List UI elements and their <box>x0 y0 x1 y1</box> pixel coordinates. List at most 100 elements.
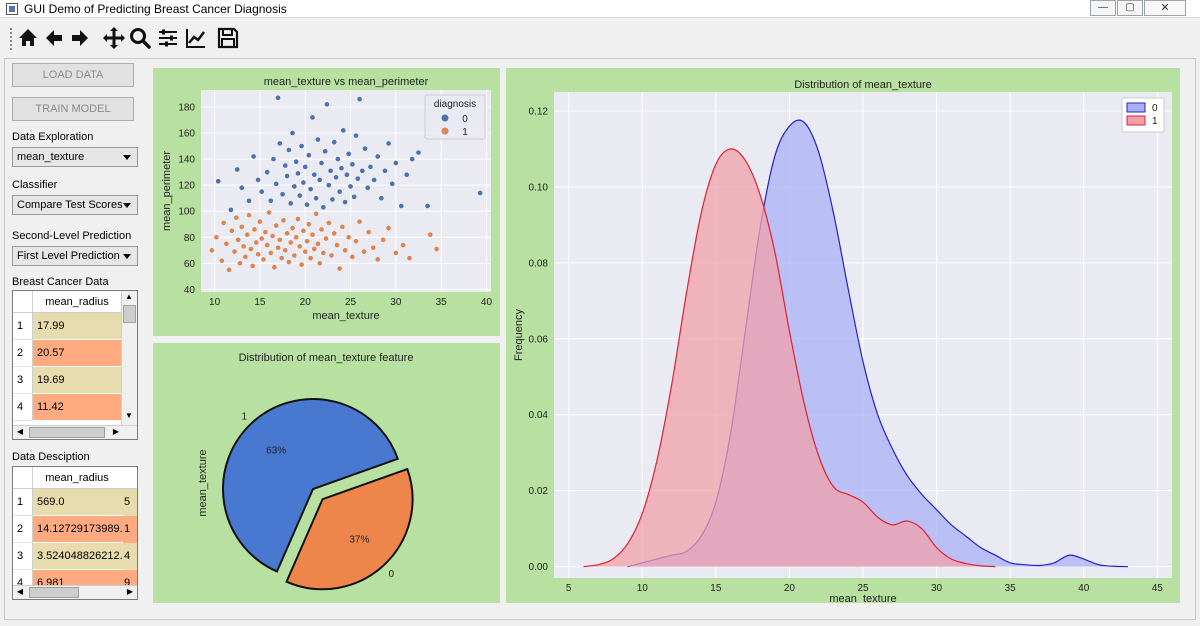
zoom-icon <box>130 28 151 49</box>
scatter-point-class-0 <box>424 203 431 209</box>
train-model-button[interactable]: TRAIN MODEL <box>12 97 134 121</box>
table-cell[interactable]: 569.0 <box>33 489 123 516</box>
table-cell[interactable]: 3.524048826212... <box>33 543 123 570</box>
table-row[interactable]: 1 569.0 5 <box>13 489 137 516</box>
data-exploration-select[interactable]: mean_texture <box>12 147 138 167</box>
scroll-left-icon[interactable]: ◀ <box>16 587 24 596</box>
legend-label: 0 <box>462 114 468 125</box>
scrollbar-thumb[interactable] <box>123 305 136 323</box>
table-corner[interactable] <box>13 291 33 313</box>
legend-label: 0 <box>1152 103 1158 114</box>
kde-panel: 5 10 15 20 25 30 35 40 45 0.00 0.02 0.04 0.06 0.08 0.1… <box>506 68 1180 603</box>
row-index: 1 <box>13 313 33 340</box>
zoom-button[interactable] <box>128 26 152 50</box>
breast-cancer-data-table[interactable]: mean_radius 1 17.99 2 20.57 3 19.69 4 11… <box>12 290 138 440</box>
scatter-point-class-0 <box>409 156 416 162</box>
column-header[interactable]: mean_radius <box>45 296 109 308</box>
x-tick-label: 15 <box>254 297 266 308</box>
x-tick-label: 35 <box>1005 583 1017 594</box>
vertical-scrollbar[interactable]: ▲ ▼ <box>121 291 137 425</box>
back-button[interactable] <box>42 26 66 50</box>
close-button[interactable]: ✕ <box>1144 0 1186 16</box>
scrollbar-thumb[interactable] <box>29 427 105 438</box>
y-tick-label: 0.10 <box>529 182 549 193</box>
table-row[interactable]: 3 19.69 <box>13 367 123 394</box>
table-cell[interactable]: 4 <box>123 543 137 570</box>
maximize-button[interactable]: ▢ <box>1117 0 1143 16</box>
scatter-point-class-0 <box>345 151 352 157</box>
scatter-point-class-1 <box>228 227 235 234</box>
table-cell[interactable]: 17.99 <box>33 313 123 340</box>
save-button[interactable] <box>216 26 240 50</box>
scatter-point-class-1 <box>316 260 323 267</box>
scatter-point-class-0 <box>477 190 483 196</box>
y-tick-label: 0.02 <box>529 486 549 497</box>
table-corner[interactable] <box>13 467 33 489</box>
minimize-button[interactable]: — <box>1090 0 1116 16</box>
row-index: 3 <box>13 543 33 570</box>
scatter-point-class-0 <box>367 164 374 170</box>
scatter-point-class-0 <box>371 177 377 183</box>
scatter-point-class-0 <box>302 164 309 170</box>
scroll-right-icon[interactable]: ▶ <box>112 427 120 436</box>
scatter-point-class-1 <box>209 247 215 254</box>
legend-swatch <box>1126 115 1146 126</box>
scatter-point-class-1 <box>336 265 343 272</box>
x-tick-label: 40 <box>1078 583 1090 594</box>
scatter-point-class-1 <box>233 214 240 221</box>
scroll-right-icon[interactable]: ▶ <box>126 587 134 596</box>
scatter-point-class-1 <box>266 209 272 216</box>
table-header: mean_radius <box>13 291 137 313</box>
second-level-prediction-select[interactable]: First Level Prediction <box>12 246 138 266</box>
column-header[interactable]: mean_radius <box>45 472 109 484</box>
home-icon <box>19 29 37 46</box>
configure-subplots-button[interactable] <box>156 26 180 50</box>
scroll-down-icon[interactable]: ▼ <box>125 411 133 420</box>
toolbar-grip[interactable] <box>10 28 13 50</box>
table-cell[interactable]: 14.12729173989... <box>33 516 123 543</box>
scrollbar-thumb[interactable] <box>29 587 79 598</box>
data-description-label: Data Desciption <box>12 451 90 463</box>
scatter-point-class-0 <box>351 194 358 200</box>
pan-button[interactable] <box>102 26 126 50</box>
load-data-button[interactable]: LOAD DATA <box>12 63 134 87</box>
scroll-left-icon[interactable]: ◀ <box>16 427 24 436</box>
scatter-point-class-1 <box>286 259 292 265</box>
data-description-table[interactable]: mean_radius 1 569.0 5 2 14.12729173989..… <box>12 466 138 600</box>
scatter-point-class-0 <box>300 179 307 186</box>
table-cell[interactable]: 19.69 <box>33 367 123 394</box>
scatter-chart[interactable]: 10 15 20 25 30 35 40406080100120140160180mean_… <box>153 68 500 336</box>
scatter-point-class-1 <box>300 227 307 234</box>
row-index: 2 <box>13 340 33 367</box>
scroll-up-icon[interactable]: ▲ <box>125 292 133 301</box>
kde-chart[interactable]: 5 10 15 20 25 30 35 40 450.000.020.040.060.080.1… <box>506 68 1180 603</box>
table-cell[interactable]: 11.42 <box>33 394 123 421</box>
table-row[interactable]: 3 3.524048826212... 4 <box>13 543 137 570</box>
scatter-point-class-1 <box>305 221 312 228</box>
classifier-select[interactable]: Compare Test Scores <box>12 195 138 215</box>
legend-title: diagnosis <box>434 99 476 110</box>
table-cell[interactable]: 20.57 <box>33 340 123 367</box>
scatter-point-class-0 <box>385 140 392 147</box>
scatter-point-class-1 <box>251 226 258 233</box>
scatter-point-class-0 <box>307 186 314 192</box>
scatter-point-class-1 <box>287 239 294 246</box>
table-cell[interactable]: 1 <box>123 516 137 543</box>
scatter-point-class-1 <box>320 250 327 256</box>
table-row[interactable]: 2 14.12729173989... 1 <box>13 516 137 543</box>
forward-button[interactable] <box>68 26 92 50</box>
horizontal-scrollbar[interactable]: ◀ ▶ <box>13 425 137 439</box>
table-row[interactable]: 2 20.57 <box>13 340 123 367</box>
edit-axes-button[interactable] <box>184 26 208 50</box>
table-row[interactable]: 1 17.99 <box>13 313 123 340</box>
pie-chart[interactable]: Distribution of mean_texture feature mean… <box>153 343 500 603</box>
table-cell[interactable]: 5 <box>123 489 137 516</box>
table-row[interactable]: 4 11.42 <box>13 394 123 421</box>
horizontal-scrollbar[interactable]: ◀ ▶ <box>13 585 137 599</box>
scatter-point-class-0 <box>342 199 348 205</box>
kde-area-class-1 <box>583 148 996 567</box>
row-index: 3 <box>13 367 33 394</box>
scatter-point-class-1 <box>361 248 367 255</box>
home-button[interactable] <box>16 26 40 50</box>
scatter-point-class-0 <box>331 139 338 145</box>
